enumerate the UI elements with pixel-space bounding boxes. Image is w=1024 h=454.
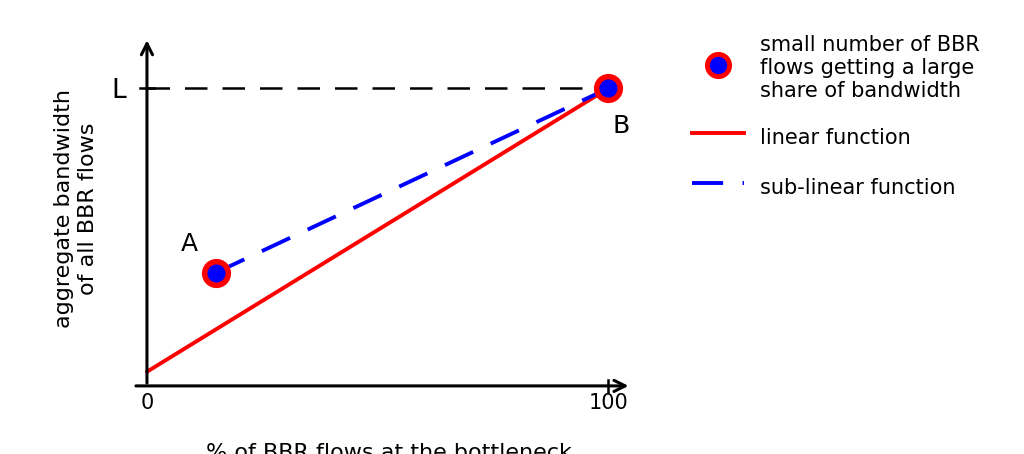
Y-axis label: aggregate bandwidth
of all BBR flows: aggregate bandwidth of all BBR flows: [54, 89, 97, 328]
X-axis label: % of BBR flows at the bottleneck: % of BBR flows at the bottleneck: [206, 444, 572, 454]
Legend: small number of BBR
flows getting a large
share of bandwidth, linear function, s: small number of BBR flows getting a larg…: [681, 25, 990, 212]
Text: B: B: [612, 114, 630, 138]
Text: A: A: [180, 232, 198, 256]
